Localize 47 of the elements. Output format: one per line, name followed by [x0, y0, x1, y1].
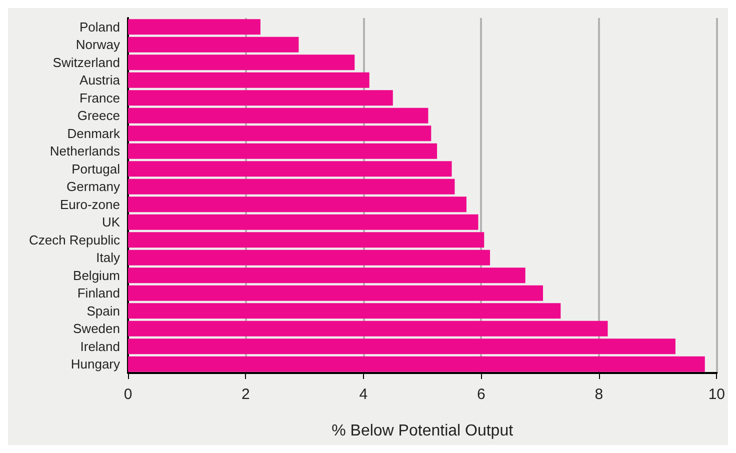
y-tick-label: Greece [77, 108, 120, 124]
y-tick-label: Euro-zone [60, 196, 120, 212]
y-tick-label: Portugal [72, 161, 120, 176]
y-tick-label: Netherlands [50, 144, 120, 159]
y-tick-label: Spain [86, 303, 120, 318]
x-tick-label: 10 [708, 386, 725, 403]
bar [128, 303, 561, 319]
bar [128, 320, 608, 336]
x-tick-label: 0 [124, 386, 132, 403]
bar [128, 285, 544, 301]
y-tick-label: Ireland [80, 338, 120, 354]
bar [128, 356, 705, 372]
bar [128, 250, 490, 266]
x-tick-label: 8 [594, 386, 604, 403]
bar [128, 338, 676, 354]
x-tick-label: 2 [242, 386, 250, 403]
bar [128, 126, 432, 142]
y-tick-label: Germany [66, 179, 120, 194]
y-tick-label: Finland [77, 286, 120, 301]
x-tick-label: 4 [359, 386, 368, 403]
bar [128, 72, 370, 88]
bar [128, 178, 455, 194]
bar [128, 161, 452, 177]
bar [128, 90, 393, 106]
y-tick-label: Poland [80, 19, 120, 34]
y-tick-label: Italy [96, 250, 120, 266]
x-tick-label: 6 [477, 386, 486, 403]
bar [128, 36, 299, 52]
y-tick-label: Hungary [70, 356, 120, 372]
bar [128, 268, 526, 284]
bar [128, 108, 428, 124]
bar [128, 143, 438, 159]
y-tick-label: Belgium [73, 268, 120, 283]
y-tick-label: Norway [76, 37, 120, 52]
y-tick-label: UK [102, 214, 120, 230]
y-tick-label: Switzerland [52, 54, 120, 70]
y-tick-label: France [80, 90, 120, 106]
y-tick-label: Sweden [73, 321, 120, 336]
bar [128, 232, 484, 248]
y-tick-label: Denmark [67, 126, 120, 141]
y-tick-label: Czech Republic [28, 232, 120, 248]
y-tick-label: Austria [80, 72, 121, 88]
bar [128, 214, 478, 230]
bar [128, 196, 466, 212]
x-axis-title: % Below Potential Output [332, 422, 514, 440]
bar [128, 19, 260, 35]
bar [128, 54, 355, 70]
